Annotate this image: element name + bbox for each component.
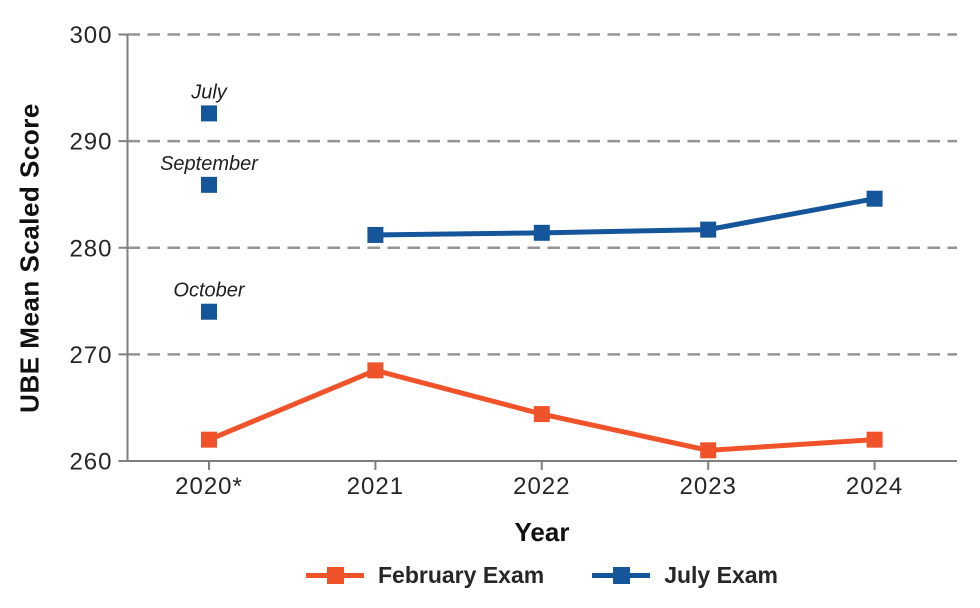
data-point-marker [866, 431, 883, 448]
annotation-marker [201, 105, 217, 122]
data-point-marker [201, 431, 217, 448]
annotation-marker [201, 303, 217, 320]
x-tick-label: 2020* [175, 473, 243, 500]
legend-label-july: July Exam [664, 562, 778, 588]
y-tick-label: 290 [69, 129, 112, 156]
x-tick-label: 2021 [347, 473, 404, 500]
data-point-marker [533, 224, 550, 241]
legend-label-february: February Exam [378, 562, 545, 588]
data-point-marker [700, 442, 717, 459]
legend-item-february: February Exam [306, 562, 544, 589]
data-point-marker [367, 226, 384, 243]
february-legend-marker-icon [306, 567, 364, 584]
annotation-label: September [160, 153, 259, 175]
legend-item-july: July Exam [592, 562, 778, 589]
legend: February Exam July Exam [127, 562, 957, 589]
data-point-marker [367, 362, 384, 379]
x-tick-label: 2024 [846, 473, 903, 500]
y-tick-label: 270 [69, 342, 112, 369]
annotation-label: July [190, 81, 228, 103]
data-point-marker [700, 221, 717, 238]
y-tick-label: 300 [69, 22, 112, 49]
y-tick-label: 260 [69, 449, 112, 476]
july-exam-line [375, 196, 876, 238]
data-point-marker [866, 190, 883, 207]
data-point-marker [533, 406, 550, 423]
legend-square-swatch [613, 567, 631, 584]
x-tick-label: 2022 [513, 473, 570, 500]
annotation-marker [201, 176, 217, 193]
y-tick-label: 280 [69, 235, 112, 262]
x-tick-label: 2023 [680, 473, 737, 500]
annotation-label: October [173, 280, 245, 302]
x-axis-title: Year [514, 517, 570, 547]
july-legend-marker-icon [592, 567, 651, 584]
legend-square-swatch [327, 567, 344, 584]
